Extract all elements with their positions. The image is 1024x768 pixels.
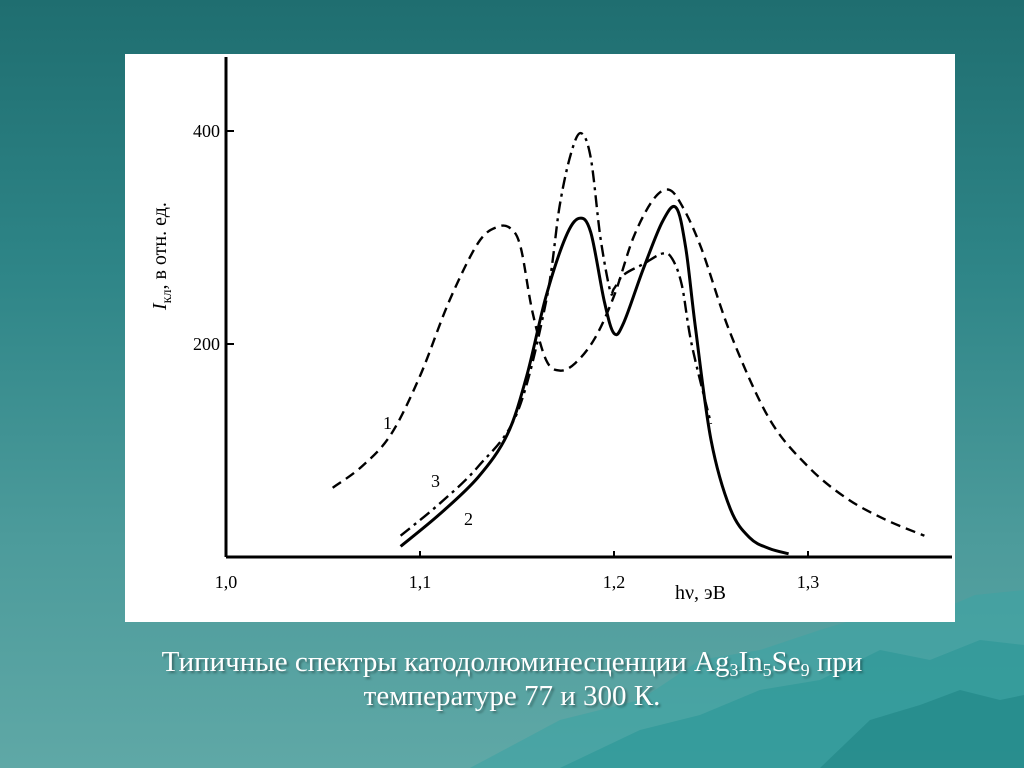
y-axis-label: Iкл, в отн. ед. bbox=[149, 202, 175, 311]
x-tick-label: 1,1 bbox=[409, 572, 432, 592]
y-tick-label: 400 bbox=[193, 121, 220, 141]
x-axis-label: hν, эВ bbox=[675, 582, 726, 604]
curve-annotation-1: 1 bbox=[383, 413, 392, 433]
y-axis-label-symbol: I bbox=[149, 302, 171, 311]
curve-annotation-2: 2 bbox=[464, 509, 473, 529]
curve-annotation-3: 3 bbox=[431, 471, 440, 491]
series-line-1 bbox=[331, 188, 925, 537]
x-tick-label: 1,3 bbox=[797, 572, 820, 592]
x-tick-label: 1,0 bbox=[215, 572, 238, 592]
series-line-2 bbox=[399, 205, 790, 556]
chart-panel bbox=[125, 54, 955, 622]
slide-caption: Типичные спектры катодолюминесценции Ag3… bbox=[0, 645, 1024, 713]
y-axis-label-unit: , в отн. ед. bbox=[149, 202, 171, 289]
caption-line-2: температуре 77 и 300 К. bbox=[363, 680, 661, 712]
y-axis-label-subscript: кл bbox=[160, 290, 175, 304]
y-tick-label: 200 bbox=[193, 334, 220, 354]
x-tick-label: 1,2 bbox=[603, 572, 626, 592]
caption-line-1: Типичные спектры катодолюминесценции Ag3… bbox=[161, 646, 863, 680]
series-line-3 bbox=[399, 131, 713, 537]
